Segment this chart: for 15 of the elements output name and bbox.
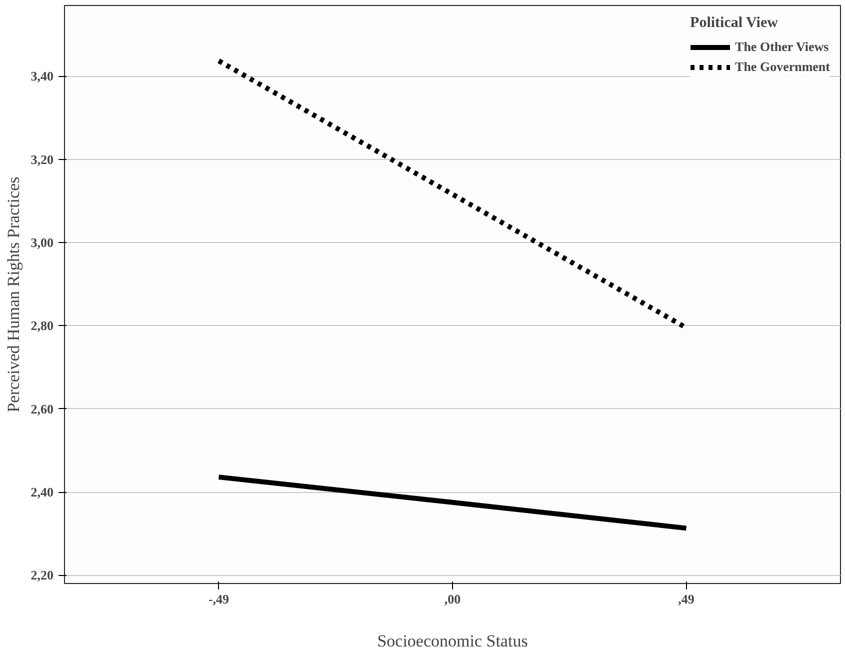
y-tick-label: 3,20 [30, 152, 54, 167]
y-tick-label: 2,60 [30, 401, 54, 416]
x-axis-title: Socioeconomic Status [377, 632, 528, 650]
legend-label: The Other Views [735, 39, 829, 55]
y-tick-label: 3,40 [30, 68, 54, 84]
legend-title: Political View [690, 15, 779, 32]
y-axis-title: Perceived Human Rights Practices [4, 176, 23, 412]
x-tick-label: ,49 [678, 592, 695, 606]
y-tick-label: 2,40 [30, 484, 54, 500]
y-tick-label: 2,20 [30, 568, 54, 583]
x-tick-label: ,00 [444, 592, 461, 606]
y-tick-label: 3,00 [30, 235, 54, 250]
y-tick-label: 2,80 [30, 318, 54, 334]
legend-label: The Government [735, 59, 830, 75]
x-tick-label: -,49 [208, 592, 230, 606]
